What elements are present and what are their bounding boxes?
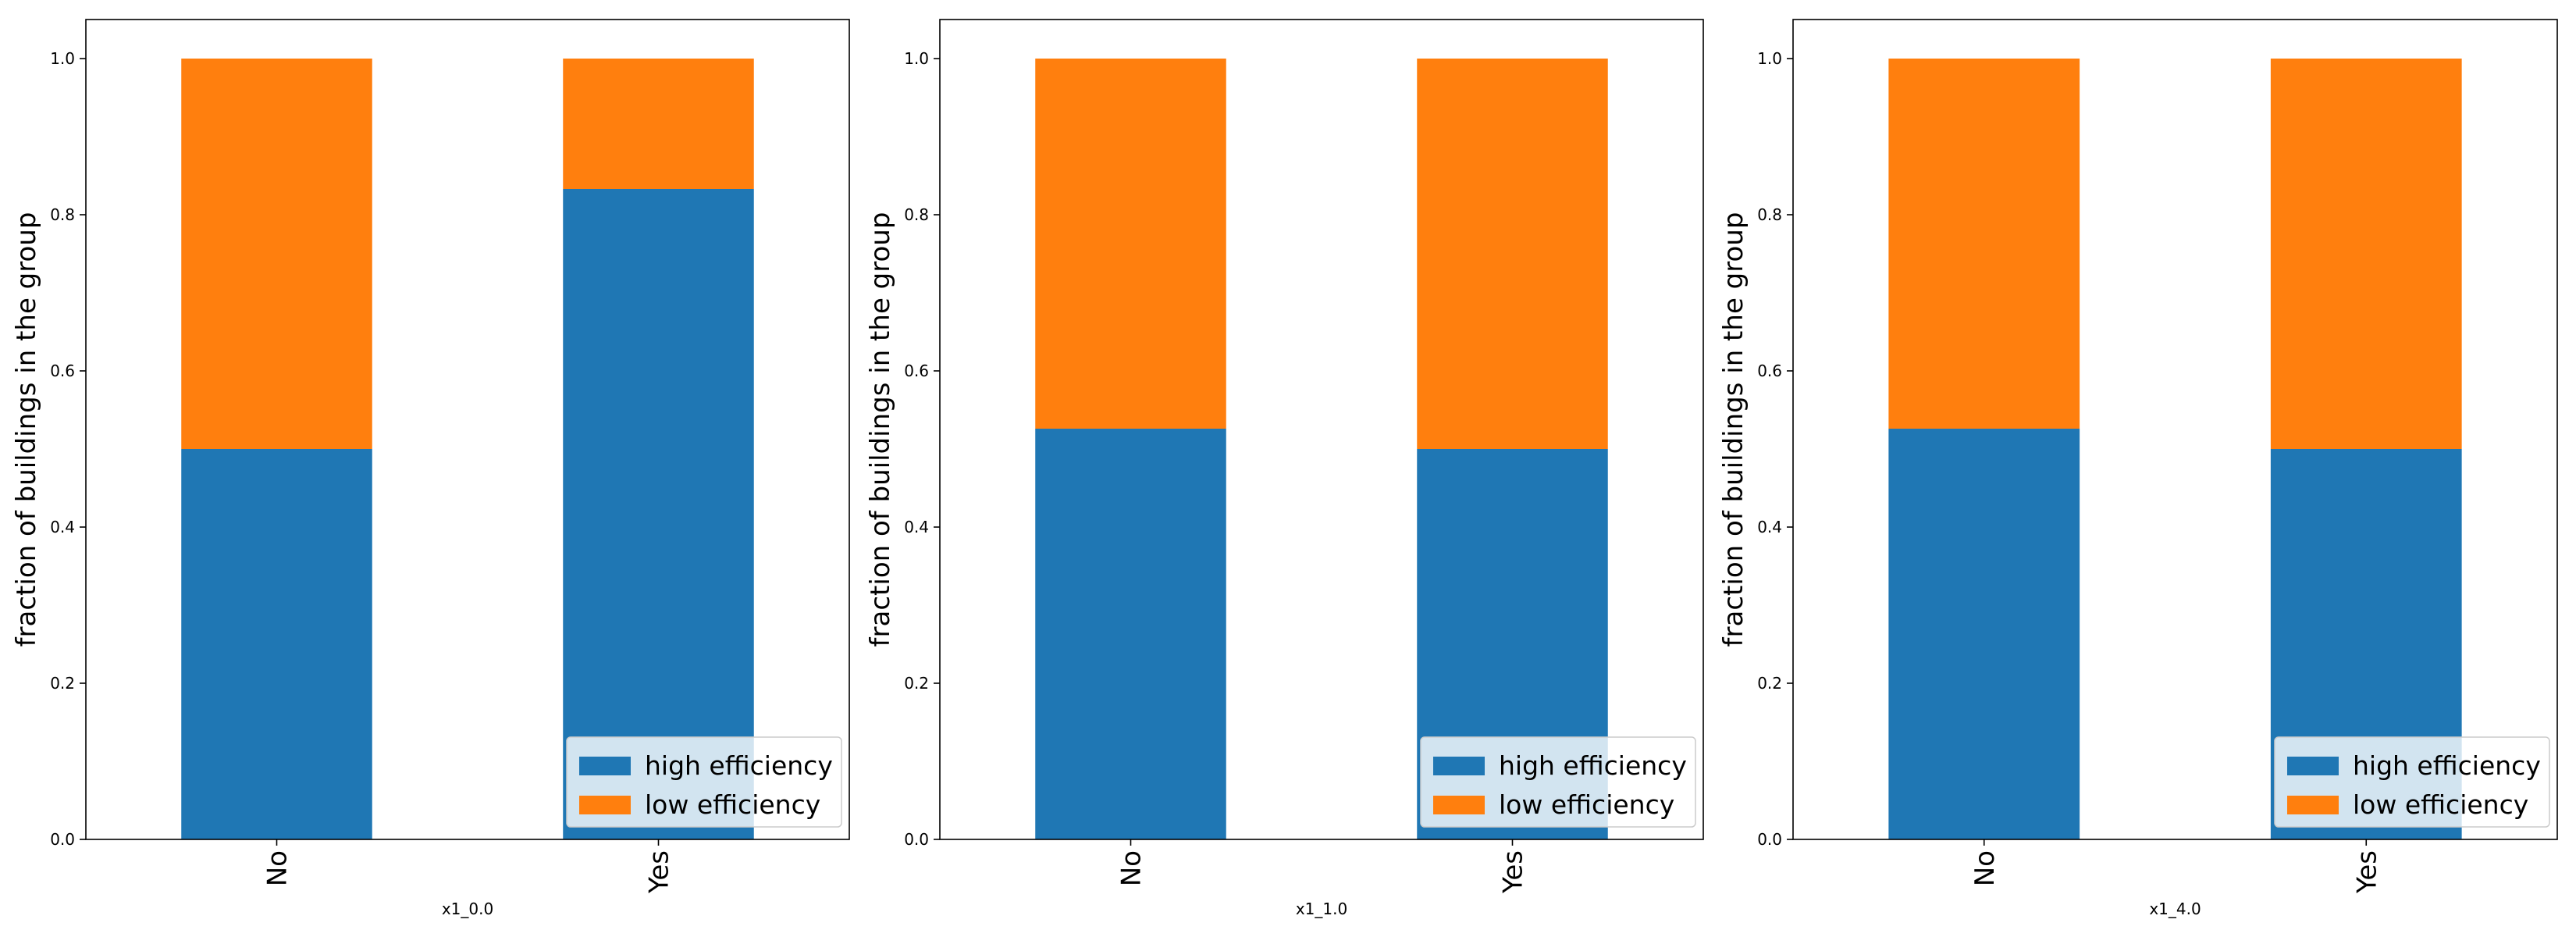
y-axis-label: fraction of buildings in the group bbox=[11, 212, 42, 647]
legend-box bbox=[1420, 736, 1696, 828]
legend-swatch bbox=[1433, 796, 1485, 814]
x-tick-label-no: No bbox=[1116, 850, 1147, 886]
bar-low-efficiency-yes bbox=[2270, 59, 2462, 449]
legend: high efficiency low efficiency bbox=[1420, 736, 1696, 828]
x-axis-label: x1_0.0 bbox=[442, 900, 493, 918]
legend: high efficiency low efficiency bbox=[2274, 736, 2550, 828]
bar-high-efficiency-no bbox=[1888, 429, 2080, 839]
x-axis-label: x1_4.0 bbox=[2149, 900, 2201, 918]
x-tick-label-yes: Yes bbox=[1498, 850, 1529, 894]
y-tick-label: 0.0 bbox=[50, 830, 75, 849]
bar-high-efficiency-yes bbox=[563, 189, 754, 839]
y-tick-label: 0.4 bbox=[1757, 518, 1782, 536]
axes-frame bbox=[85, 19, 850, 840]
y-tick-label: 0.0 bbox=[904, 830, 929, 849]
y-axis-label: fraction of buildings in the group bbox=[865, 212, 896, 647]
x-tick-label-no: No bbox=[1969, 850, 2001, 886]
x-axis-label: x1_1.0 bbox=[1296, 900, 1347, 918]
legend-swatch bbox=[579, 757, 631, 775]
x-tick-label-yes: Yes bbox=[644, 850, 675, 894]
y-axis-label: fraction of buildings in the group bbox=[1718, 212, 1749, 647]
bar-high-efficiency-no bbox=[181, 449, 372, 839]
axes-frame bbox=[1792, 19, 2558, 840]
legend-swatch bbox=[2287, 796, 2339, 814]
legend-label: high efficiency bbox=[2353, 750, 2541, 781]
y-tick-label: 0.8 bbox=[1757, 205, 1782, 224]
y-tick-label: 0.2 bbox=[1757, 674, 1782, 693]
legend-box bbox=[566, 736, 842, 828]
bar-low-efficiency-no bbox=[181, 59, 372, 449]
y-tick-label: 1.0 bbox=[1757, 49, 1782, 68]
legend-label: low efficiency bbox=[645, 789, 820, 820]
x-tick-label-no: No bbox=[262, 850, 294, 886]
bar-low-efficiency-yes bbox=[563, 59, 754, 189]
legend-label: high efficiency bbox=[1499, 750, 1687, 781]
chart-panel-3: 0.0 0.2 0.4 0.6 0.8 1.0 No Yes x1_4.0 fraction of… bbox=[1718, 19, 2558, 918]
y-tick-label: 1.0 bbox=[50, 49, 75, 68]
y-tick-label: 0.8 bbox=[904, 205, 929, 224]
legend-label: high efficiency bbox=[645, 750, 833, 781]
legend-label: low efficiency bbox=[2353, 789, 2528, 820]
legend-box bbox=[2274, 736, 2550, 828]
bar-low-efficiency-no bbox=[1888, 59, 2080, 429]
chart-panel-2: 0.0 0.2 0.4 0.6 0.8 1.0 No Yes x1_1.0 fraction of… bbox=[865, 19, 1704, 918]
legend-swatch bbox=[579, 796, 631, 814]
y-tick-label: 0.2 bbox=[904, 674, 929, 693]
bar-high-efficiency-no bbox=[1035, 429, 1226, 839]
chart-panel-1: 0.0 0.2 0.4 0.6 0.8 1.0 No Yes x1_0.0 fraction of… bbox=[11, 19, 850, 918]
y-tick-label: 0.4 bbox=[904, 518, 929, 536]
axes-frame bbox=[939, 19, 1704, 840]
x-tick-label-yes: Yes bbox=[2351, 850, 2382, 894]
y-tick-label: 0.0 bbox=[1757, 830, 1782, 849]
y-tick-label: 0.6 bbox=[50, 362, 75, 380]
y-tick-label: 0.4 bbox=[50, 518, 75, 536]
y-tick-label: 0.6 bbox=[1757, 362, 1782, 380]
y-tick-label: 0.6 bbox=[904, 362, 929, 380]
y-tick-label: 0.2 bbox=[50, 674, 75, 693]
bar-low-efficiency-yes bbox=[1417, 59, 1608, 449]
y-tick-label: 0.8 bbox=[50, 205, 75, 224]
legend: high efficiency low efficiency bbox=[566, 736, 842, 828]
legend-swatch bbox=[1433, 757, 1485, 775]
bar-low-efficiency-no bbox=[1035, 59, 1226, 429]
y-tick-label: 1.0 bbox=[904, 49, 929, 68]
legend-swatch bbox=[2287, 757, 2339, 775]
legend-label: low efficiency bbox=[1499, 789, 1674, 820]
